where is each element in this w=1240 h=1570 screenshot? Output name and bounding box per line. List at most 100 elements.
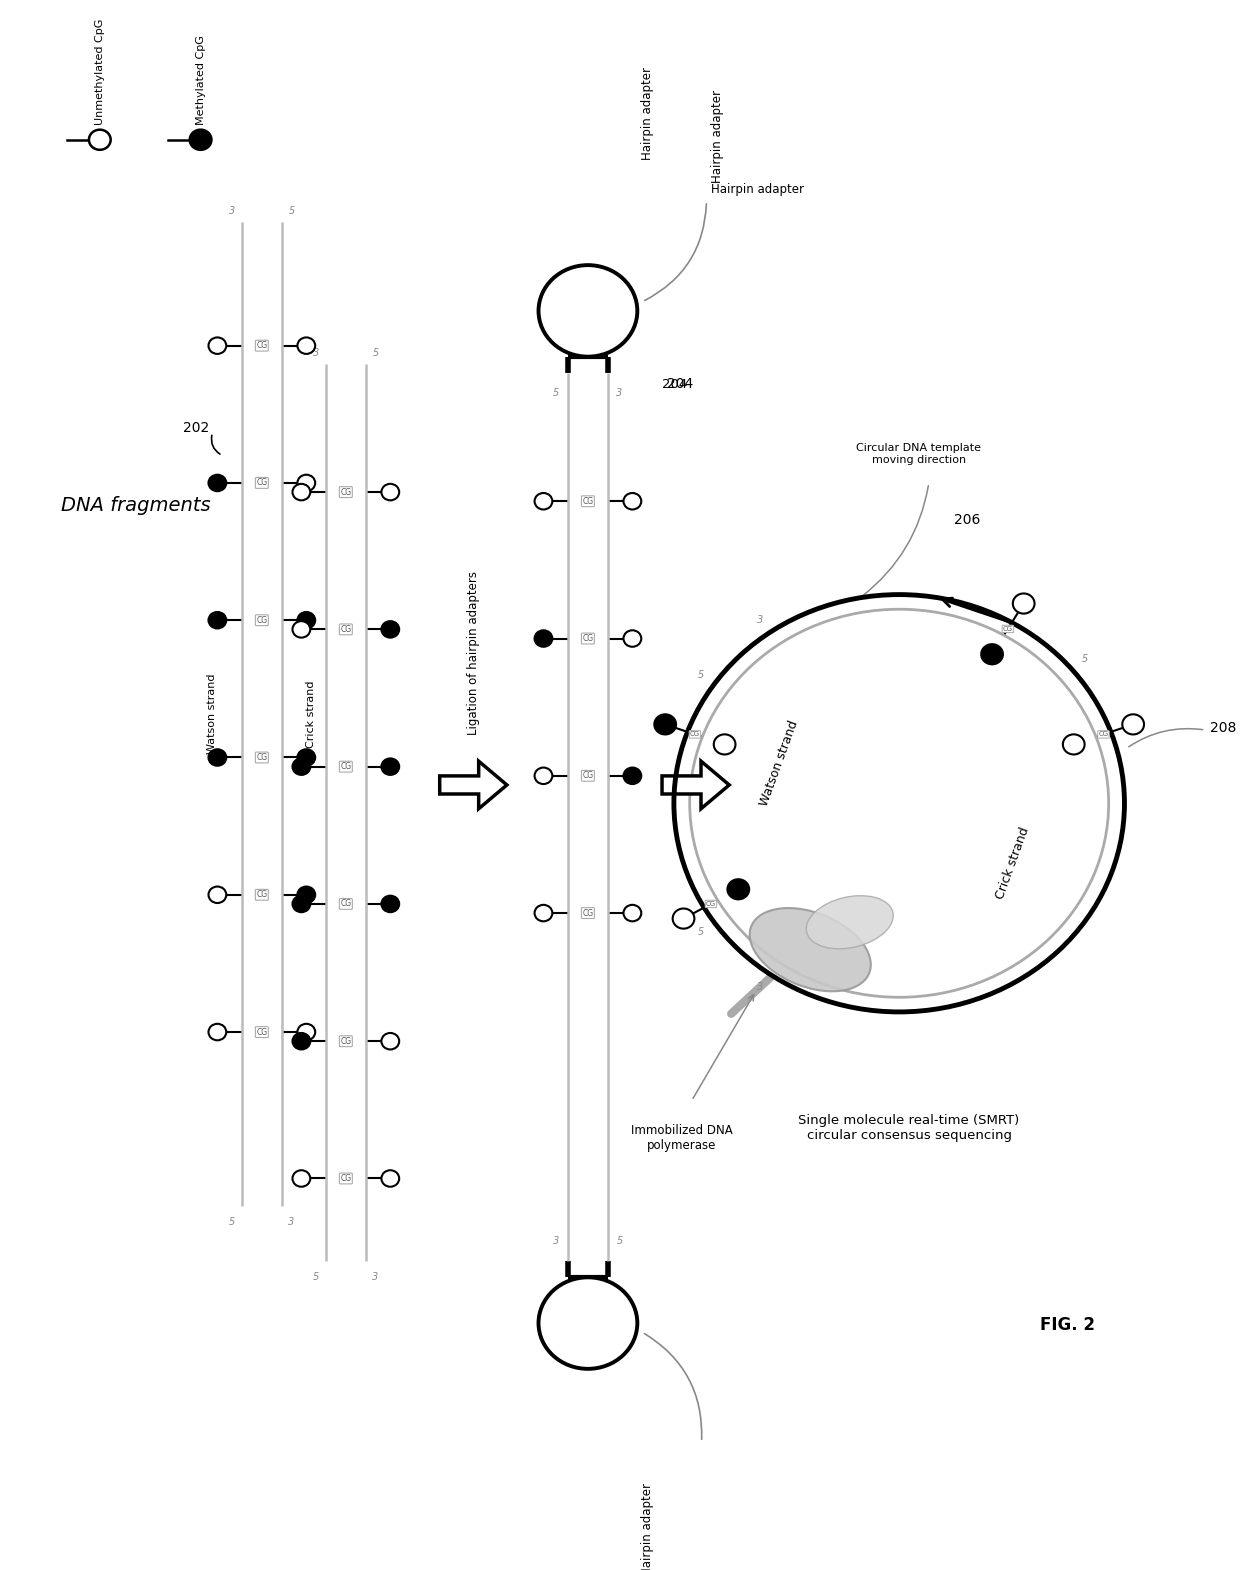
- Circle shape: [672, 909, 694, 928]
- Circle shape: [298, 612, 315, 628]
- Text: 3: 3: [553, 1236, 559, 1245]
- Text: Watson strand: Watson strand: [758, 719, 801, 807]
- Circle shape: [298, 887, 315, 903]
- Text: Hairpin adapter: Hairpin adapter: [641, 68, 653, 160]
- Text: CG: CG: [257, 754, 268, 761]
- Text: DNA fragments: DNA fragments: [61, 496, 211, 515]
- Text: 5: 5: [229, 1217, 236, 1228]
- Text: Unmethylated CpG: Unmethylated CpG: [94, 19, 105, 126]
- Text: CG: CG: [583, 496, 594, 506]
- Circle shape: [538, 1278, 637, 1369]
- Circle shape: [624, 630, 641, 647]
- Text: FIG. 2: FIG. 2: [1039, 1316, 1095, 1334]
- Text: 3: 3: [312, 349, 320, 358]
- Text: 3: 3: [289, 1217, 295, 1228]
- Text: 202: 202: [182, 421, 210, 435]
- Circle shape: [382, 758, 399, 776]
- Text: 204: 204: [667, 377, 693, 391]
- Text: CG: CG: [257, 1027, 268, 1036]
- Text: Single molecule real-time (SMRT)
circular consensus sequencing: Single molecule real-time (SMRT) circula…: [799, 1115, 1019, 1143]
- Circle shape: [382, 896, 399, 912]
- Circle shape: [689, 609, 1109, 997]
- Circle shape: [655, 714, 676, 735]
- Text: 3: 3: [372, 1272, 378, 1283]
- Circle shape: [382, 622, 399, 637]
- Circle shape: [728, 879, 749, 900]
- Circle shape: [538, 265, 637, 356]
- Text: 3: 3: [758, 981, 764, 992]
- Circle shape: [1013, 593, 1034, 614]
- Text: CG: CG: [689, 732, 699, 738]
- Text: CG: CG: [583, 771, 594, 780]
- Text: 3: 3: [229, 206, 236, 217]
- Polygon shape: [440, 761, 507, 809]
- Circle shape: [208, 1024, 226, 1041]
- Text: Hairpin adapter: Hairpin adapter: [712, 182, 805, 196]
- Text: CG: CG: [340, 1036, 351, 1046]
- Text: CG: CG: [1099, 732, 1109, 738]
- Text: Hairpin adapter: Hairpin adapter: [641, 1484, 653, 1570]
- Text: CG: CG: [583, 909, 594, 917]
- Text: CG: CG: [706, 901, 715, 907]
- Text: Ligation of hairpin adapters: Ligation of hairpin adapters: [466, 570, 480, 735]
- Circle shape: [981, 644, 1003, 664]
- Circle shape: [382, 484, 399, 501]
- Circle shape: [624, 904, 641, 922]
- Circle shape: [208, 338, 226, 353]
- Text: 3: 3: [1123, 722, 1130, 732]
- Text: 3: 3: [616, 388, 622, 399]
- Circle shape: [1063, 735, 1085, 755]
- Ellipse shape: [806, 896, 893, 948]
- Text: CG: CG: [257, 479, 268, 487]
- Text: CG: CG: [257, 341, 268, 350]
- Text: 3: 3: [758, 614, 764, 625]
- Text: CG: CG: [257, 890, 268, 900]
- Circle shape: [293, 1033, 310, 1049]
- Text: Hairpin adapter: Hairpin adapter: [712, 89, 724, 182]
- Circle shape: [298, 749, 315, 766]
- Text: Immobilized DNA
polymerase: Immobilized DNA polymerase: [631, 1124, 733, 1151]
- Circle shape: [298, 338, 315, 353]
- Text: 5: 5: [372, 349, 378, 358]
- Circle shape: [293, 622, 310, 637]
- Text: CG: CG: [340, 488, 351, 496]
- Circle shape: [293, 758, 310, 776]
- Circle shape: [714, 735, 735, 755]
- Text: 208: 208: [1210, 721, 1236, 735]
- Circle shape: [624, 493, 641, 510]
- Text: 206: 206: [954, 512, 980, 526]
- Text: Circular DNA template
moving direction: Circular DNA template moving direction: [857, 443, 981, 465]
- Circle shape: [293, 1170, 310, 1187]
- Text: CG: CG: [257, 615, 268, 625]
- Text: Crick strand: Crick strand: [306, 680, 316, 747]
- Circle shape: [534, 630, 552, 647]
- Circle shape: [298, 1024, 315, 1041]
- Text: 5: 5: [698, 926, 704, 937]
- Text: CG: CG: [340, 625, 351, 634]
- Text: Watson strand: Watson strand: [207, 674, 217, 754]
- Circle shape: [208, 474, 226, 491]
- Circle shape: [208, 749, 226, 766]
- Text: 5: 5: [312, 1272, 320, 1283]
- Circle shape: [208, 612, 226, 628]
- Circle shape: [190, 130, 212, 149]
- Polygon shape: [662, 761, 729, 809]
- Circle shape: [89, 130, 110, 149]
- Circle shape: [382, 1033, 399, 1049]
- Circle shape: [534, 493, 552, 510]
- Text: CG: CG: [1003, 626, 1013, 631]
- Text: 204: 204: [662, 378, 687, 391]
- Text: 5: 5: [698, 670, 704, 680]
- Circle shape: [382, 1170, 399, 1187]
- Text: Crick strand: Crick strand: [993, 826, 1032, 901]
- Text: 5: 5: [289, 206, 295, 217]
- Text: CG: CG: [340, 900, 351, 909]
- Text: Methylated CpG: Methylated CpG: [196, 35, 206, 126]
- Circle shape: [293, 896, 310, 912]
- Text: 5: 5: [553, 388, 559, 399]
- Circle shape: [1122, 714, 1145, 735]
- Circle shape: [298, 474, 315, 491]
- Circle shape: [534, 768, 552, 783]
- Text: CG: CG: [583, 634, 594, 644]
- Circle shape: [534, 904, 552, 922]
